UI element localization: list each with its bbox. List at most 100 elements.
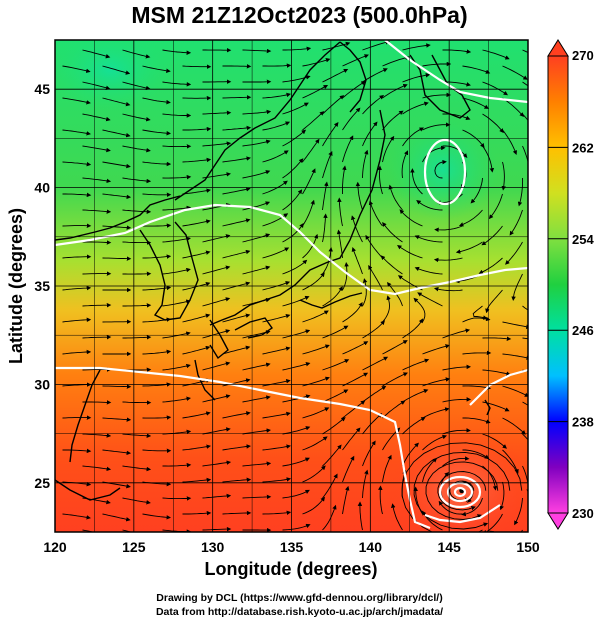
x-axis-label: Longitude (degrees) — [204, 559, 377, 579]
streamline — [522, 145, 528, 174]
streamline — [501, 161, 506, 191]
colorbar-tick-label: 254 — [572, 232, 594, 247]
streamline — [142, 415, 172, 420]
streamline — [442, 397, 472, 403]
streamline — [282, 329, 311, 339]
streamline — [302, 465, 326, 483]
streamline — [62, 192, 92, 198]
streamline — [122, 81, 151, 91]
streamline — [202, 394, 231, 403]
streamline — [182, 157, 212, 163]
streamline — [322, 504, 337, 531]
streamline — [282, 489, 310, 499]
typhoon-streamline — [413, 451, 511, 530]
streamline — [122, 497, 151, 505]
streamline — [102, 225, 132, 230]
streamline — [162, 496, 192, 501]
streamline — [262, 150, 289, 163]
streamline — [382, 340, 408, 355]
streamline — [517, 177, 524, 207]
streamline — [442, 328, 471, 339]
streamline — [182, 313, 211, 323]
streamline — [162, 299, 191, 307]
streamline — [351, 246, 363, 275]
streamline — [322, 389, 349, 403]
streamline — [102, 513, 131, 522]
streamline — [302, 233, 319, 259]
streamline — [162, 462, 192, 468]
streamline — [82, 177, 112, 184]
streamline — [402, 358, 430, 371]
credit-data: Data from http://database.rish.kyoto-u.a… — [155, 606, 444, 618]
colorbar-tick-label: 246 — [572, 323, 594, 338]
streamline — [242, 461, 272, 467]
streamline — [182, 250, 211, 259]
streamline — [142, 65, 171, 73]
colorbar-top-arrow — [547, 39, 569, 57]
streamline — [482, 113, 504, 134]
streamline — [162, 81, 192, 87]
streamline — [382, 295, 391, 323]
streamline — [202, 110, 232, 116]
y-tick-label: 45 — [34, 81, 50, 97]
streamline — [262, 411, 291, 419]
streamline — [413, 297, 426, 323]
streamline — [380, 255, 403, 275]
streamline — [362, 440, 376, 467]
streamline — [399, 209, 423, 227]
streamline — [458, 209, 483, 227]
streamline — [82, 433, 112, 438]
streamline — [162, 174, 192, 180]
streamline — [485, 289, 503, 314]
streamline — [342, 301, 363, 323]
streamline — [502, 321, 528, 329]
streamline — [62, 349, 92, 355]
streamline — [322, 286, 343, 307]
streamline — [282, 158, 304, 179]
streamline — [242, 362, 271, 371]
streamline — [302, 407, 330, 419]
streamline — [462, 65, 491, 74]
streamline — [62, 448, 92, 454]
streamline — [482, 336, 512, 341]
streamline — [488, 193, 503, 220]
streamline — [202, 329, 231, 339]
streamline — [242, 395, 271, 403]
x-tick-label: 125 — [122, 539, 146, 555]
streamline — [122, 335, 152, 340]
streamline — [162, 205, 192, 211]
streamline — [262, 63, 292, 68]
streamline — [472, 305, 488, 320]
streamline — [102, 384, 132, 389]
streamline — [402, 101, 429, 115]
streamline — [382, 454, 392, 483]
streamline — [62, 254, 92, 259]
credits: Drawing by DCL (https://www.gfd-dennou.o… — [0, 591, 599, 619]
streamline — [322, 95, 345, 115]
streamline — [302, 111, 325, 131]
streamline — [202, 265, 231, 275]
streamline — [142, 223, 172, 228]
streamline — [502, 385, 528, 397]
streamline — [482, 513, 503, 532]
streamline — [282, 129, 307, 147]
streamline — [442, 456, 470, 467]
streamline — [222, 218, 251, 227]
streamline — [122, 145, 151, 153]
streamline — [242, 170, 271, 179]
y-axis-label: Latitude (degrees) — [6, 208, 26, 364]
streamline — [162, 144, 192, 149]
streamline — [302, 310, 329, 323]
streamline — [342, 165, 347, 194]
colorbar-tick-label: 270 — [572, 48, 594, 63]
streamline — [382, 427, 401, 451]
streamline — [365, 234, 383, 259]
colorbar: 230 238 246 254 262 270 — [547, 39, 594, 530]
typhoon-streamline — [425, 461, 499, 520]
streamline — [182, 126, 212, 132]
streamline — [142, 97, 171, 105]
streamline — [262, 510, 292, 515]
streamline — [322, 68, 349, 83]
streamline — [402, 442, 419, 467]
streamline — [122, 240, 152, 245]
